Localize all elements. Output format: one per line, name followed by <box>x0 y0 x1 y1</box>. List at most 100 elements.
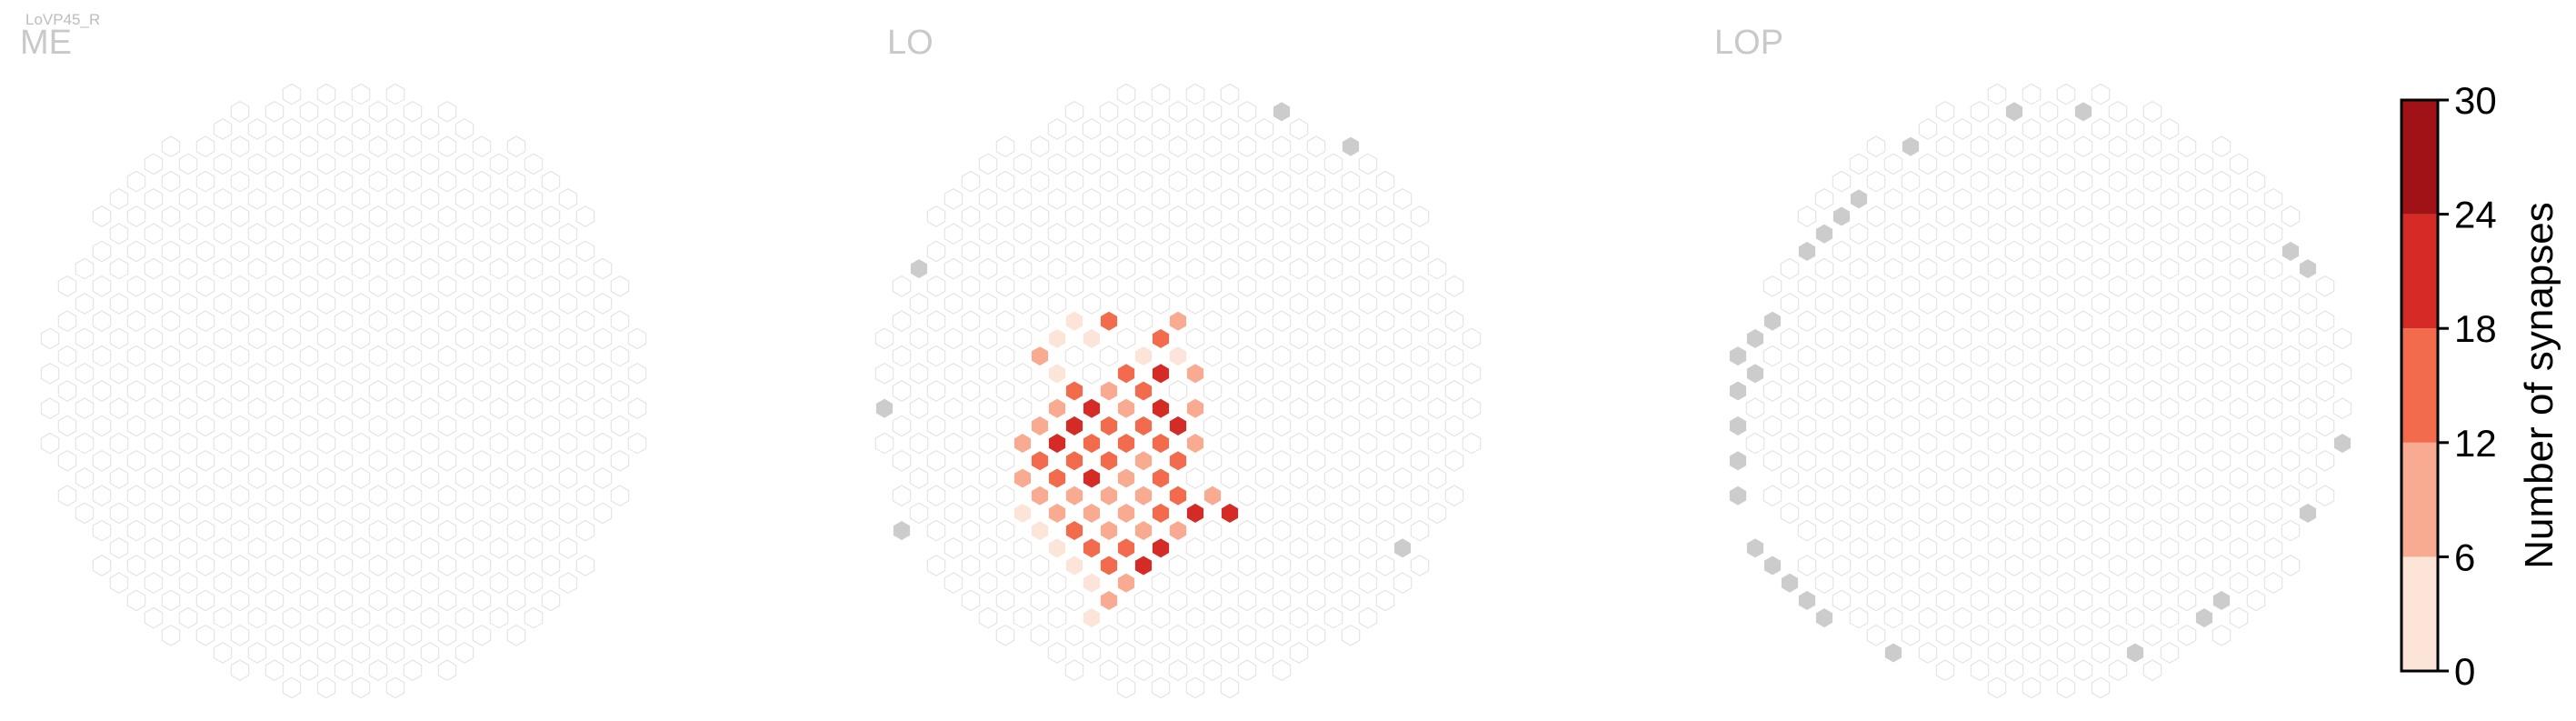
hex-cell-empty <box>1133 275 1153 297</box>
hex-cell-empty <box>2125 467 2145 489</box>
hex-cell-empty <box>2246 519 2266 542</box>
hex-cell-empty <box>144 293 164 315</box>
hex-cell-empty <box>506 589 526 612</box>
hex-cell-empty <box>978 467 998 489</box>
hex-cell-empty <box>1220 676 1240 699</box>
hex-cell-empty <box>1358 362 1378 385</box>
hex-cell-empty <box>1883 572 1903 595</box>
hex-cell-empty <box>385 362 405 385</box>
hex-cell-empty <box>558 397 578 420</box>
hex-cell-missing <box>1341 135 1361 158</box>
hex-cell-empty <box>961 589 981 612</box>
hex-cell-empty <box>2056 676 2076 699</box>
hex-cell-empty <box>1970 589 1990 612</box>
hex-cell-empty <box>1082 153 1102 175</box>
hex-cell-empty <box>944 257 964 280</box>
hex-cell-empty <box>144 502 164 525</box>
hex-cell-value <box>1082 502 1102 525</box>
hex-cell-empty <box>593 397 613 420</box>
hex-cell-empty <box>2091 153 2111 175</box>
hex-cell-empty <box>368 485 388 507</box>
hex-cell-empty <box>1901 449 1921 472</box>
hex-cell-empty <box>2263 432 2283 455</box>
hex-cell-empty <box>1883 153 1903 175</box>
hex-cell-empty <box>472 275 492 297</box>
hex-cell-empty <box>995 415 1015 437</box>
hex-cell-empty <box>1987 502 2007 525</box>
hex-cell-empty <box>178 153 198 175</box>
hex-cell-value <box>1151 467 1171 489</box>
hex-cell-empty <box>961 275 981 297</box>
hex-cell-empty <box>2142 449 2162 472</box>
hex-cell-empty <box>368 135 388 158</box>
hex-cell-empty <box>1237 519 1257 542</box>
hex-cell-empty <box>1082 642 1102 664</box>
hex-cell-empty <box>403 624 423 646</box>
hex-cell-empty <box>420 187 440 210</box>
hex-cell-empty <box>178 187 198 210</box>
hex-cell-empty <box>961 415 981 437</box>
hex-cell-empty <box>995 205 1015 227</box>
hex-cell-empty <box>195 310 215 333</box>
hex-cell-empty <box>2039 170 2059 193</box>
hex-cell-empty <box>472 485 492 507</box>
hex-cell-empty <box>437 275 457 297</box>
hex-cell-empty <box>385 676 405 699</box>
hex-cell-empty <box>92 275 112 297</box>
hex-cell-empty <box>1272 415 1292 437</box>
hex-cell-empty <box>403 170 423 193</box>
colorbar-frame <box>2400 98 2440 673</box>
hex-cell-empty <box>2298 362 2318 385</box>
hex-cell-empty <box>316 223 336 245</box>
hex-cell-empty <box>2056 397 2076 420</box>
hex-cell-empty <box>1341 310 1361 333</box>
hex-cell-empty <box>506 240 526 263</box>
hex-cell-empty <box>247 293 267 315</box>
hex-cell-empty <box>995 519 1015 542</box>
hex-cell-empty <box>454 502 474 525</box>
hex-cell-empty <box>2022 187 2042 210</box>
hex-cell-empty <box>2315 485 2335 507</box>
hex-cell-empty <box>1237 449 1257 472</box>
hex-cell-empty <box>961 345 981 367</box>
hex-cell-empty <box>1064 205 1084 227</box>
hex-cell-empty <box>1393 397 1413 420</box>
hex-cell-empty <box>2004 589 2024 612</box>
hex-cell-empty <box>2125 432 2145 455</box>
hex-cell-empty <box>1254 362 1274 385</box>
hex-cell-empty <box>265 380 285 402</box>
hex-cell-missing <box>1728 415 1748 437</box>
hex-cell-empty <box>109 536 129 559</box>
hex-cell-empty <box>1323 257 1343 280</box>
hex-cell-value <box>1013 467 1033 489</box>
hex-cell-empty <box>1151 293 1171 315</box>
hex-cell-empty <box>161 205 181 227</box>
hex-cell-empty <box>2194 397 2214 420</box>
hex-cell-empty <box>126 415 146 437</box>
hex-cell-value <box>1185 432 1205 455</box>
hex-cell-empty <box>420 397 440 420</box>
hex-cell-missing <box>1728 380 1748 402</box>
hex-cell-empty <box>420 606 440 629</box>
hex-cell-empty <box>75 432 95 455</box>
hex-cell-empty <box>2022 502 2042 525</box>
hex-cell-value <box>1185 362 1205 385</box>
colorbar-bin <box>2401 328 2438 443</box>
hex-cell-empty <box>1030 135 1050 158</box>
hex-cell-value <box>1151 432 1171 455</box>
hex-cell-empty <box>213 187 233 210</box>
hex-cell-empty <box>1289 467 1309 489</box>
hex-cell-empty <box>2177 519 2197 542</box>
hex-cell-empty <box>109 467 129 489</box>
hex-cell-empty <box>1185 293 1205 315</box>
hex-cell-empty <box>403 415 423 437</box>
hex-cell-empty <box>506 205 526 227</box>
hex-cell-empty <box>92 310 112 333</box>
hex-cell-empty <box>420 432 440 455</box>
hex-cell-empty <box>57 275 77 297</box>
hex-cell-empty <box>1952 293 1972 315</box>
hex-cell-value <box>1099 380 1119 402</box>
hex-cell-value <box>1151 362 1171 385</box>
hex-cell-value <box>1030 345 1050 367</box>
hex-cell-empty <box>1970 624 1990 646</box>
